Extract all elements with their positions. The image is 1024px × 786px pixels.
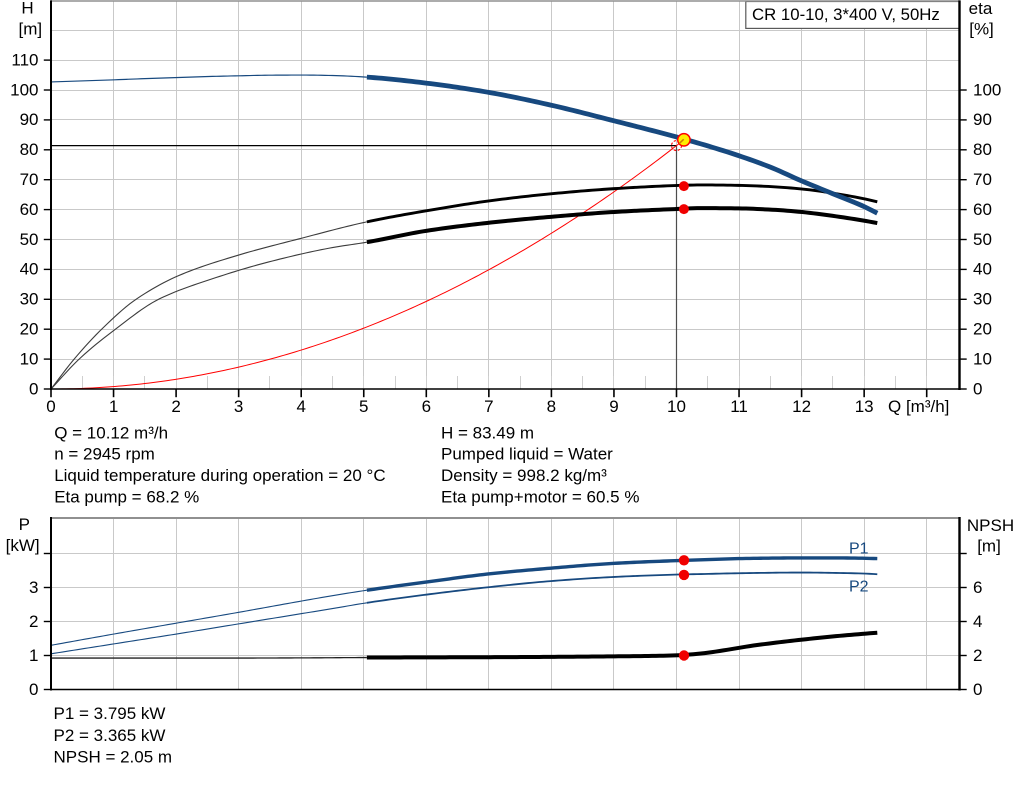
svg-text:eta: eta [969, 0, 993, 18]
svg-text:13: 13 [855, 397, 874, 416]
svg-text:80: 80 [973, 140, 992, 159]
svg-text:Eta pump+motor = 60.5 %: Eta pump+motor = 60.5 % [441, 488, 639, 507]
svg-text:90: 90 [20, 110, 39, 129]
svg-text:2: 2 [29, 612, 38, 631]
svg-text:P1 = 3.795 kW: P1 = 3.795 kW [54, 704, 166, 723]
svg-text:100: 100 [973, 80, 1001, 99]
svg-text:[kW]: [kW] [6, 536, 40, 555]
svg-text:10: 10 [973, 349, 992, 368]
svg-text:Q [m³/h]: Q [m³/h] [888, 397, 949, 416]
svg-text:P2: P2 [849, 579, 869, 596]
svg-text:20: 20 [20, 320, 39, 339]
svg-text:30: 30 [20, 290, 39, 309]
svg-text:6: 6 [422, 397, 431, 416]
svg-text:10: 10 [20, 349, 39, 368]
svg-text:20: 20 [973, 320, 992, 339]
svg-text:80: 80 [20, 140, 39, 159]
svg-text:4: 4 [973, 612, 982, 631]
svg-text:60: 60 [20, 200, 39, 219]
svg-text:n = 2945 rpm: n = 2945 rpm [54, 445, 155, 464]
svg-text:P1: P1 [849, 541, 869, 558]
svg-text:5: 5 [359, 397, 368, 416]
svg-text:0: 0 [29, 379, 38, 398]
svg-text:3: 3 [29, 578, 38, 597]
svg-text:40: 40 [973, 260, 992, 279]
svg-text:10: 10 [667, 397, 686, 416]
svg-text:H: H [21, 0, 33, 18]
svg-text:Liquid temperature during oper: Liquid temperature during operation = 20… [54, 466, 385, 485]
svg-text:Q = 10.12 m³/h: Q = 10.12 m³/h [54, 423, 168, 442]
svg-text:50: 50 [973, 230, 992, 249]
svg-text:3: 3 [234, 397, 243, 416]
svg-text:50: 50 [20, 230, 39, 249]
svg-text:1: 1 [109, 397, 118, 416]
svg-text:100: 100 [10, 80, 38, 99]
svg-text:2: 2 [171, 397, 180, 416]
svg-text:8: 8 [547, 397, 556, 416]
svg-text:11: 11 [730, 397, 748, 416]
svg-text:Density = 998.2 kg/m³: Density = 998.2 kg/m³ [441, 466, 607, 485]
svg-text:0: 0 [29, 680, 38, 699]
svg-text:Pumped liquid = Water: Pumped liquid = Water [441, 445, 613, 464]
svg-text:Eta pump = 68.2 %: Eta pump = 68.2 % [54, 488, 199, 507]
svg-text:40: 40 [20, 260, 39, 279]
svg-text:90: 90 [973, 110, 992, 129]
svg-text:12: 12 [792, 397, 811, 416]
svg-text:60: 60 [973, 200, 992, 219]
svg-text:[m]: [m] [18, 20, 42, 39]
svg-text:7: 7 [484, 397, 493, 416]
svg-text:CR 10-10, 3*400 V, 50Hz: CR 10-10, 3*400 V, 50Hz [752, 5, 940, 24]
svg-text:[m]: [m] [977, 537, 1001, 556]
svg-text:2: 2 [973, 646, 982, 665]
svg-text:30: 30 [973, 290, 992, 309]
svg-text:NPSH = 2.05 m: NPSH = 2.05 m [54, 748, 173, 767]
svg-text:4: 4 [296, 397, 305, 416]
svg-text:0: 0 [973, 379, 982, 398]
svg-text:110: 110 [11, 50, 38, 69]
svg-text:70: 70 [973, 170, 992, 189]
svg-text:H = 83.49 m: H = 83.49 m [441, 423, 534, 442]
svg-text:[%]: [%] [969, 19, 994, 38]
svg-text:70: 70 [20, 170, 39, 189]
svg-text:NPSH: NPSH [967, 516, 1014, 535]
svg-text:1: 1 [29, 646, 38, 665]
svg-text:0: 0 [973, 680, 982, 699]
svg-text:9: 9 [609, 397, 618, 416]
svg-text:0: 0 [46, 397, 55, 416]
svg-text:P: P [19, 515, 30, 534]
svg-text:P2 = 3.365 kW: P2 = 3.365 kW [54, 726, 166, 745]
svg-text:6: 6 [973, 578, 982, 597]
